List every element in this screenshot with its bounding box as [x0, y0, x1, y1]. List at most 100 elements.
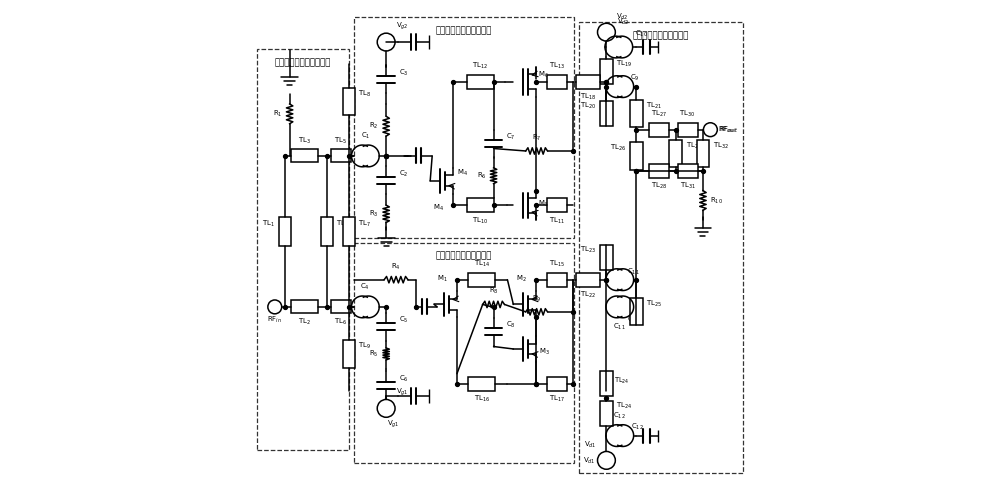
Text: TL$_1$: TL$_1$ — [262, 219, 275, 229]
Text: C$_{12}$: C$_{12}$ — [631, 422, 644, 432]
Text: R$_1$: R$_1$ — [273, 109, 282, 119]
Bar — [547, 198, 567, 212]
Bar — [343, 341, 355, 367]
Text: R$_6$: R$_6$ — [477, 171, 486, 181]
Text: TL$_{30}$: TL$_{30}$ — [679, 109, 696, 119]
Bar — [630, 100, 643, 127]
Text: R$_9$: R$_9$ — [532, 294, 541, 303]
Text: TL$_{16}$: TL$_{16}$ — [474, 394, 490, 404]
Bar — [579, 22, 743, 473]
Bar — [600, 101, 613, 126]
Bar — [600, 245, 613, 270]
Bar — [547, 377, 567, 391]
Text: TL$_{13}$: TL$_{13}$ — [549, 61, 565, 71]
Text: R$_5$: R$_5$ — [369, 349, 379, 359]
Text: V$_{d2}$: V$_{d2}$ — [617, 17, 630, 27]
Text: TL$_5$: TL$_5$ — [334, 136, 347, 146]
Bar — [576, 273, 600, 287]
Bar — [600, 371, 613, 396]
Text: TL$_8$: TL$_8$ — [358, 89, 372, 99]
Text: C$_3$: C$_3$ — [399, 67, 409, 78]
Text: TL$_4$: TL$_4$ — [336, 219, 349, 229]
Text: TL$_{18}$: TL$_{18}$ — [580, 92, 596, 102]
Text: RF$_{out}$: RF$_{out}$ — [718, 125, 737, 135]
Bar — [467, 198, 494, 212]
Text: R$_8$: R$_8$ — [489, 286, 498, 296]
Bar — [279, 217, 291, 247]
Bar — [630, 298, 643, 326]
Text: 第二宽带高增益放大网络: 第二宽带高增益放大网络 — [436, 251, 492, 260]
Bar — [257, 50, 349, 450]
Text: TL$_6$: TL$_6$ — [334, 317, 347, 327]
Bar — [321, 217, 333, 247]
Text: TL$_{31}$: TL$_{31}$ — [680, 181, 696, 192]
Text: TL$_{10}$: TL$_{10}$ — [472, 216, 488, 226]
Text: C$_{11}$: C$_{11}$ — [627, 267, 640, 277]
Text: TL$_{21}$: TL$_{21}$ — [646, 101, 662, 111]
Text: C$_2$: C$_2$ — [399, 168, 409, 179]
Text: RF$_{out}$: RF$_{out}$ — [719, 125, 738, 135]
Text: TL$_{11}$: TL$_{11}$ — [549, 216, 565, 226]
Bar — [331, 300, 351, 313]
Bar — [678, 123, 698, 137]
Text: R$_3$: R$_3$ — [369, 209, 379, 219]
Text: V$_{g2}$: V$_{g2}$ — [396, 21, 409, 32]
Text: V$_{d2}$: V$_{d2}$ — [616, 12, 629, 22]
Text: C$_{11}$: C$_{11}$ — [613, 322, 626, 332]
Text: TL$_{29}$: TL$_{29}$ — [686, 141, 702, 151]
Text: M$_1$: M$_1$ — [437, 273, 447, 284]
Bar — [354, 17, 574, 238]
Bar — [649, 123, 669, 137]
Text: TL$_{24}$: TL$_{24}$ — [616, 400, 633, 411]
Bar — [669, 140, 682, 167]
Text: R$_7$: R$_7$ — [532, 133, 541, 143]
Text: V$_{d1}$: V$_{d1}$ — [583, 456, 596, 466]
Text: TL$_{32}$: TL$_{32}$ — [713, 141, 729, 151]
Text: R$_4$: R$_4$ — [391, 261, 401, 271]
Text: C$_{11}$: C$_{11}$ — [627, 315, 640, 325]
Bar — [467, 75, 494, 89]
Text: C$_1$: C$_1$ — [361, 131, 370, 141]
Text: TL$_9$: TL$_9$ — [358, 341, 371, 351]
Bar — [678, 164, 698, 178]
Text: TL$_{19}$: TL$_{19}$ — [616, 59, 632, 69]
Text: TL$_{27}$: TL$_{27}$ — [651, 109, 667, 119]
Text: C$_7$: C$_7$ — [506, 132, 516, 142]
Text: TL$_2$: TL$_2$ — [298, 317, 311, 327]
Bar — [468, 273, 495, 287]
Bar — [468, 377, 495, 391]
Text: TL$_{25}$: TL$_{25}$ — [646, 299, 662, 309]
Text: 输出平衡转单端匹配网络: 输出平衡转单端匹配网络 — [633, 31, 689, 40]
Text: V$_{g1}$: V$_{g1}$ — [387, 418, 400, 430]
Bar — [649, 164, 669, 178]
Text: TL$_3$: TL$_3$ — [298, 136, 311, 146]
Text: TL$_{26}$: TL$_{26}$ — [610, 143, 626, 153]
Text: M$_5$: M$_5$ — [538, 199, 549, 209]
Text: TL$_{17}$: TL$_{17}$ — [549, 394, 565, 404]
Text: M$_4$: M$_4$ — [433, 203, 444, 213]
Text: M$_3$: M$_3$ — [539, 346, 549, 356]
Text: 第一宽带高增益放大网络: 第一宽带高增益放大网络 — [436, 26, 492, 35]
Text: TL$_{22}$: TL$_{22}$ — [580, 290, 596, 300]
Text: C$_{12}$: C$_{12}$ — [613, 410, 626, 421]
Bar — [343, 217, 355, 247]
Text: 输入单端转平衡匹配网络: 输入单端转平衡匹配网络 — [275, 58, 331, 67]
Text: M$_6$: M$_6$ — [538, 69, 549, 80]
Text: V$_{d1}$: V$_{d1}$ — [584, 440, 597, 450]
Text: TL$_{14}$: TL$_{14}$ — [474, 259, 490, 269]
Text: TL$_{20}$: TL$_{20}$ — [580, 101, 597, 111]
Text: R$_2$: R$_2$ — [369, 121, 379, 131]
Text: C$_{10}$: C$_{10}$ — [635, 28, 648, 39]
Text: C$_4$: C$_4$ — [360, 282, 370, 292]
Text: R$_{10}$: R$_{10}$ — [710, 196, 723, 205]
Text: TL$_{15}$: TL$_{15}$ — [549, 259, 565, 269]
Bar — [630, 142, 643, 169]
Bar — [547, 75, 567, 89]
Text: TL$_{12}$: TL$_{12}$ — [472, 61, 488, 71]
Bar — [343, 88, 355, 115]
Text: M$_4$: M$_4$ — [457, 168, 468, 178]
Text: TL$_{24}$: TL$_{24}$ — [614, 376, 630, 386]
Bar — [291, 300, 318, 313]
Text: V$_{g1}$: V$_{g1}$ — [396, 387, 409, 398]
Bar — [576, 75, 600, 89]
